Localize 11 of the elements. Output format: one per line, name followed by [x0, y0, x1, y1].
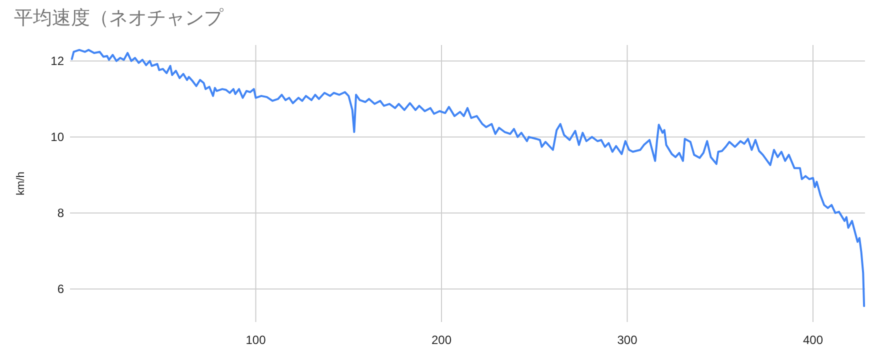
x-tick-label: 100 [246, 333, 266, 347]
x-tick-label: 200 [431, 333, 452, 347]
line-series [70, 48, 866, 308]
y-tick-label: 12 [50, 54, 64, 68]
x-tick-label: 300 [617, 333, 638, 347]
y-axis-title: km/h [15, 172, 27, 196]
x-tick-label: 400 [802, 333, 824, 347]
y-tick-label: 8 [57, 206, 64, 220]
y-tick-label: 6 [57, 282, 64, 296]
y-tick-label: 10 [50, 130, 64, 144]
chart-title: 平均速度（ネオチャンプ [14, 7, 224, 29]
